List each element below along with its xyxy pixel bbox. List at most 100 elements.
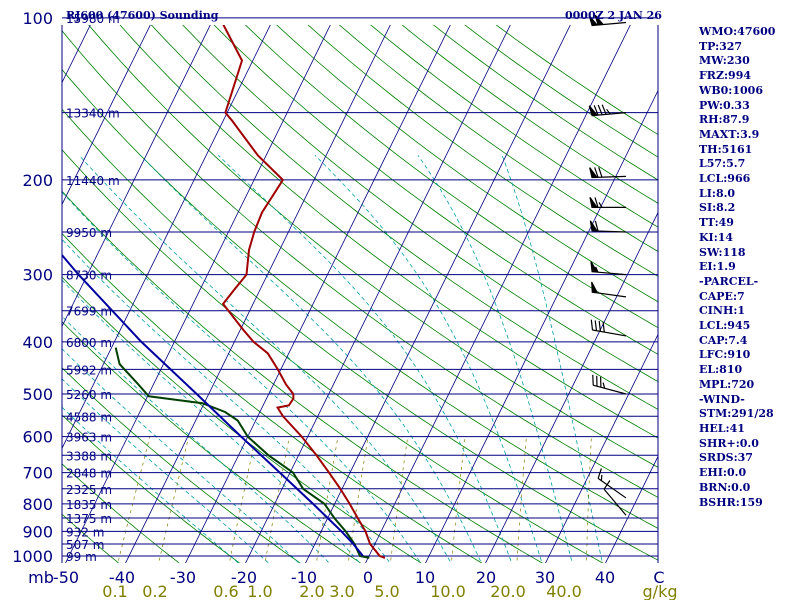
index-item: -WIND- — [699, 392, 745, 406]
mixing-ratio-tick-label: g/kg — [643, 582, 678, 600]
height-label: 11440 m — [66, 174, 120, 188]
pressure-tick-label: 400 — [22, 333, 53, 352]
pressure-tick-label: 200 — [22, 171, 53, 190]
wind-barb — [589, 167, 627, 179]
height-label: 6800 m — [66, 336, 112, 350]
mixing-ratio-line — [586, 436, 592, 563]
index-item: MPL:720 — [699, 377, 755, 391]
index-item: MW:230 — [699, 54, 750, 68]
dry-adiabat — [62, 367, 301, 563]
moist-adiabat — [62, 378, 270, 563]
index-item: SRDS:37 — [699, 451, 753, 465]
moist-adiabat — [314, 155, 543, 563]
wind-barb — [597, 468, 627, 499]
moist-adiabat — [78, 155, 452, 563]
height-label: 507 m — [66, 538, 104, 552]
moist-adiabat — [62, 191, 422, 563]
index-item: HEL:41 — [699, 421, 745, 435]
index-item: TT:49 — [699, 216, 734, 230]
index-item: WB0:1006 — [699, 83, 763, 97]
moist-adiabat — [417, 155, 573, 563]
moist-adiabats — [62, 155, 603, 563]
pressure-tick-label: 1000 — [12, 547, 53, 566]
mixing-ratio-line — [451, 436, 466, 563]
mixing-ratio-line — [347, 436, 369, 563]
index-item: SW:118 — [699, 245, 746, 259]
dry-adiabat — [62, 276, 422, 563]
height-label: 932 m — [66, 525, 104, 539]
temperature-tick-label: C — [653, 568, 664, 587]
mixing-ratio-line — [158, 436, 190, 563]
pressure-tick-label: 600 — [22, 428, 53, 447]
wind-barb — [592, 374, 627, 395]
index-item: LCL:966 — [699, 172, 751, 186]
pressure-tick-label: 100 — [22, 9, 53, 28]
stability-indices-panel: WMO:47600 TP:327 MW:230 FRZ:994 WB0:1006 PW:0… — [699, 25, 775, 510]
wind-barbs — [588, 14, 627, 516]
mixing-ratio-lines — [117, 436, 592, 563]
wind-barb — [589, 220, 627, 233]
isotherms — [62, 25, 658, 563]
height-label: 99 m — [66, 550, 97, 564]
temperature-tick-label: 20 — [476, 568, 496, 587]
index-item: L57:5.7 — [699, 157, 746, 171]
mixing-ratio-tick-label: 2.0 — [299, 582, 324, 600]
height-label: 5992 m — [66, 363, 112, 377]
pressure-tick-label: 700 — [22, 464, 53, 483]
temperature-tick-label: -40 — [109, 568, 135, 587]
pressure-tick-label: 800 — [22, 495, 53, 514]
mixing-ratio-line — [516, 436, 527, 563]
valid-time: 0000Z 2 JAN 26 — [565, 9, 662, 22]
wind-barb — [590, 319, 627, 337]
mixing-ratio-line — [316, 436, 339, 563]
index-item: CAP:7.4 — [699, 333, 748, 347]
mixing-ratio-line — [228, 436, 257, 563]
height-label: 2325 m — [66, 483, 112, 497]
dewpoint-line — [114, 347, 370, 559]
index-item: EL:810 — [699, 363, 743, 377]
station-title: RJ600 (47600) Sounding — [66, 9, 219, 22]
height-label: 3963 m — [66, 431, 112, 445]
mixing-ratio-tick-label: 40.0 — [546, 582, 582, 600]
index-item: MAXT:3.9 — [699, 127, 760, 141]
height-label: 7699 m — [66, 305, 112, 319]
moist-adiabat — [62, 279, 361, 563]
height-label: 13340 m — [66, 107, 120, 121]
index-item: LCL:945 — [699, 319, 751, 333]
wind-barb — [588, 104, 627, 117]
height-label: 9950 m — [66, 226, 112, 240]
height-label: 1375 m — [66, 512, 112, 526]
parcel-line — [62, 253, 364, 557]
isotherm — [245, 25, 511, 563]
dry-adiabat — [88, 25, 658, 468]
index-item: LI:8.0 — [699, 186, 736, 200]
mixing-ratio-tick-label: 1.0 — [247, 582, 272, 600]
mixing-ratio-line — [117, 436, 151, 563]
profile-lines — [62, 25, 386, 559]
index-item: RH:87.9 — [699, 113, 750, 127]
dry-adiabat — [62, 321, 362, 563]
dry-adiabat — [62, 463, 180, 563]
index-item: FRZ:994 — [699, 69, 752, 83]
index-item: BRN:0.0 — [699, 480, 751, 494]
index-item: WMO:47600 — [699, 25, 776, 38]
height-label: 5260 m — [66, 388, 112, 402]
mixing-ratio-tick-label: 0.6 — [213, 582, 238, 600]
isotherm — [305, 25, 571, 563]
index-item: CAPE:7 — [699, 289, 745, 303]
mixing-ratio-tick-label: 10.0 — [430, 582, 466, 600]
temperature-tick-label: -10 — [291, 568, 317, 587]
height-label: 4588 m — [66, 410, 112, 424]
index-item: KI:14 — [699, 230, 734, 244]
isotherm — [65, 25, 331, 563]
dry-adiabat — [0, 0, 2, 567]
wind-barb — [588, 14, 627, 27]
dry-adiabat — [62, 233, 483, 563]
isotherm — [425, 89, 658, 563]
temperature-tick-label: -50 — [53, 568, 79, 587]
pressure-tick-label: 500 — [22, 385, 53, 404]
isotherm — [485, 211, 658, 563]
index-item: BSHR:159 — [699, 495, 763, 509]
